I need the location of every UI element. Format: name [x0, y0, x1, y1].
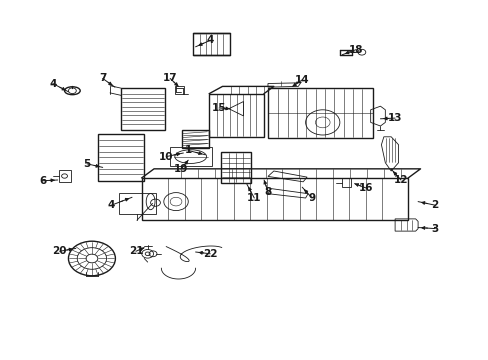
Bar: [121, 88, 165, 130]
Text: 4: 4: [206, 35, 214, 45]
Text: 8: 8: [264, 186, 271, 197]
Text: 5: 5: [83, 159, 90, 169]
Text: 4: 4: [107, 200, 115, 210]
Text: 4: 4: [49, 78, 57, 89]
Bar: [170, 147, 211, 166]
Bar: [221, 152, 251, 183]
Bar: [174, 86, 184, 94]
Text: 20: 20: [52, 246, 67, 256]
Text: 15: 15: [211, 103, 226, 113]
Text: 13: 13: [387, 113, 402, 123]
Text: 17: 17: [163, 73, 177, 84]
Text: 11: 11: [246, 193, 261, 203]
Bar: [267, 88, 372, 138]
Bar: [59, 170, 71, 182]
Text: 16: 16: [358, 183, 372, 193]
Text: 7: 7: [99, 73, 106, 84]
Text: 21: 21: [128, 246, 143, 256]
Bar: [142, 178, 407, 220]
Text: 14: 14: [294, 75, 309, 85]
Text: 3: 3: [431, 224, 438, 234]
Text: 9: 9: [308, 193, 315, 203]
Text: 1: 1: [184, 145, 191, 156]
Text: 22: 22: [203, 249, 217, 259]
Text: 10: 10: [159, 152, 173, 162]
Text: 12: 12: [393, 175, 407, 185]
Text: 19: 19: [173, 164, 188, 174]
Bar: [182, 130, 208, 148]
Text: 2: 2: [431, 200, 438, 210]
Bar: [119, 193, 155, 214]
Text: 18: 18: [348, 45, 363, 55]
Bar: [342, 178, 350, 187]
Bar: [193, 33, 229, 55]
Bar: [98, 134, 144, 181]
Text: 6: 6: [40, 176, 46, 186]
